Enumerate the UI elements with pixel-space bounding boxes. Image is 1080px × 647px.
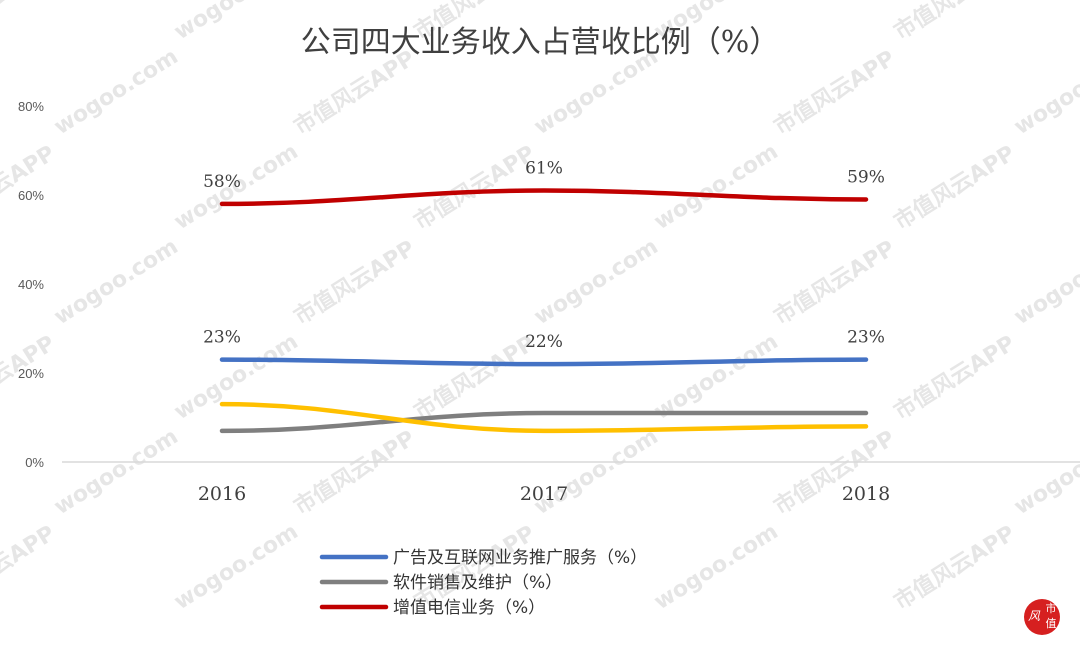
series-line-1: [219, 410, 869, 434]
y-tick-label: 0%: [25, 455, 44, 470]
logo-stamp-text-2: 值: [1046, 617, 1057, 630]
logo-stamp: 市 值 风: [1024, 599, 1060, 635]
watermark-text: 市值风云APP: [889, 330, 1019, 425]
legend: 广告及互联网业务推广服务（%） 软件销售及维护（%） 增值电信业务（%）: [319, 548, 647, 618]
watermark-text: wogoo.com: [1010, 234, 1080, 330]
watermark-text: 市值风云APP: [0, 520, 60, 615]
legend-label: 增值电信业务（%）: [393, 598, 545, 618]
watermark-text: wogoo.com: [1010, 44, 1080, 140]
y-tick-label: 80%: [18, 99, 44, 114]
watermark-text: wogoo.com: [650, 139, 783, 235]
watermark-text: wogoo.com: [650, 329, 783, 425]
watermark-text: 市值风云APP: [889, 140, 1019, 235]
watermark-text: 市值风云APP: [769, 45, 899, 140]
watermark-text: 市值风云APP: [769, 425, 899, 520]
y-tick-label: 20%: [18, 366, 44, 381]
x-tick-label: 2016: [198, 483, 246, 505]
legend-label: 软件销售及维护（%）: [393, 573, 562, 593]
data-label: 58%: [203, 172, 241, 192]
watermark-text: wogoo.com: [530, 424, 663, 520]
watermark-text: 市值风云APP: [409, 330, 539, 425]
watermark-text: 市值风云APP: [889, 520, 1019, 615]
legend-label: 广告及互联网业务推广服务（%）: [393, 548, 647, 568]
series-lines: [219, 188, 869, 434]
chart-title: 公司四大业务收入占营收比例（%）: [301, 25, 780, 60]
watermark-text: 市值风云APP: [289, 425, 419, 520]
watermark-text: wogoo.com: [50, 424, 183, 520]
watermark-text: wogoo.com: [530, 234, 663, 330]
logo-stamp-glyph: 风: [1028, 609, 1041, 623]
series-line-3: [219, 401, 869, 434]
watermark-text: wogoo.com: [650, 519, 783, 615]
data-label: 22%: [525, 332, 563, 352]
logo-stamp-text: 市: [1046, 601, 1057, 615]
watermark-text: wogoo.com: [170, 0, 303, 45]
data-label: 59%: [847, 167, 885, 187]
data-labels: 23% 22% 23% 58% 61% 59%: [203, 159, 885, 353]
axes: 0% 20% 40% 60% 80% 2016 2017 2018: [18, 99, 1080, 505]
watermark-text: 市值风云APP: [0, 0, 60, 45]
x-tick-label: 2018: [842, 483, 890, 505]
data-label: 23%: [203, 328, 241, 348]
y-tick-label: 40%: [18, 277, 44, 292]
watermark-text: wogoo.com: [50, 44, 183, 140]
watermark-text: 市值风云APP: [289, 235, 419, 330]
series-line-2: [219, 188, 869, 207]
x-tick-label: 2017: [520, 483, 568, 505]
data-label: 23%: [847, 328, 885, 348]
logo-stamp-circle: [1024, 599, 1060, 635]
watermark-text: wogoo.com: [1010, 424, 1080, 520]
watermark-layer: 市值风云APPwogoo.com市值风云APPwogoo.com市值风云APPw…: [0, 0, 1080, 615]
watermark-text: 市值风云APP: [889, 0, 1019, 45]
watermark-text: 市值风云APP: [409, 140, 539, 235]
data-label: 61%: [525, 159, 563, 179]
watermark-text: wogoo.com: [50, 234, 183, 330]
watermark-text: 市值风云APP: [769, 235, 899, 330]
series-line-0: [219, 357, 869, 367]
y-tick-label: 60%: [18, 188, 44, 203]
watermark-text: wogoo.com: [170, 519, 303, 615]
